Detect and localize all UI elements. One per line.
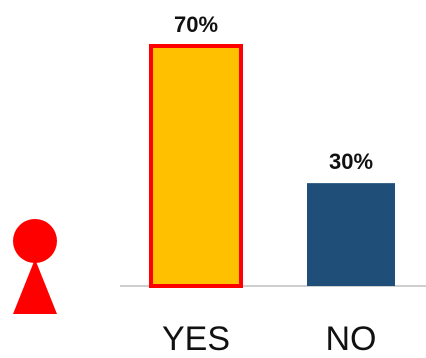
person-icon xyxy=(13,219,57,314)
value-label-yes: 70% xyxy=(174,12,218,37)
value-label-no: 30% xyxy=(329,149,373,174)
bar-yes xyxy=(149,44,243,288)
category-label-yes: YES xyxy=(162,320,230,358)
person-icon-body xyxy=(13,259,57,314)
category-label-no: NO xyxy=(326,320,377,358)
bar-no xyxy=(307,183,395,286)
person-icon-head xyxy=(13,219,57,263)
